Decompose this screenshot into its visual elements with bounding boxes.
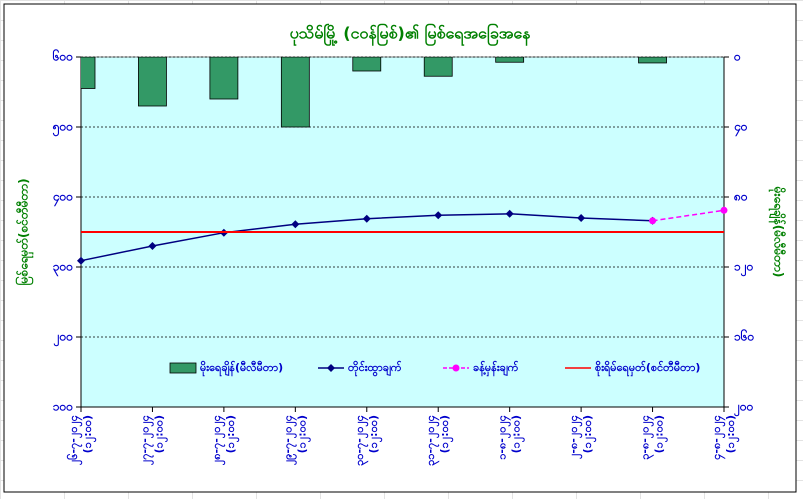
bar <box>495 57 525 63</box>
x-tick-label: ၃-၈-၂၀၂၄ (၁၂:၀၀) <box>639 415 669 460</box>
y-axis-title: မြစ်ရေမှတ်(စင်တီမီတာ) <box>14 178 35 285</box>
line-marker <box>649 217 657 225</box>
legend-label: စိုးရိမ်ရေမှတ်(စင်တီမီတာ) <box>595 360 700 377</box>
x-tick-label: ၂၇-၇-၂၀၂၄ (၁၂:၀၀) <box>138 415 168 465</box>
line-marker <box>452 364 460 372</box>
line-marker <box>720 206 728 214</box>
bar <box>280 57 310 128</box>
line-marker <box>77 256 85 265</box>
x-tick-label: ၃၁-၇-၂၀၂၄ (၁၂:၀၀) <box>424 415 454 466</box>
y-tick-label: ၃၀၀ <box>53 260 74 278</box>
line-marker <box>291 220 300 229</box>
legend-label: တိုင်းထွာချက် <box>348 360 402 377</box>
bar <box>138 57 167 107</box>
plot-lines <box>77 206 728 265</box>
bar <box>352 57 382 72</box>
y-tick-label: ၁၀၀ <box>53 400 74 414</box>
line-marker <box>577 214 586 222</box>
line-marker <box>148 242 157 250</box>
y-tick-label: ၆၀၀ <box>52 48 74 64</box>
y2-tick-label: ၁၆၀ <box>734 328 755 344</box>
legend-label: ခန့်မှန်းချက် <box>473 360 519 377</box>
legend-swatch <box>169 362 197 374</box>
x-tick-label: ၃၀-၇-၂၀၂၄ (၁၂:၀၀) <box>353 415 383 466</box>
line <box>652 209 725 222</box>
bar <box>638 57 667 64</box>
bar <box>423 57 453 77</box>
y2-tick-label: ၂၀၀ <box>733 400 754 418</box>
bar <box>81 57 96 89</box>
plot-content <box>81 57 667 128</box>
x-tick-label: ၁-၈-၂၀၂၄ (၁၂:၀၀) <box>496 415 526 460</box>
y-tick-label: ၄၀၀ <box>52 190 74 208</box>
x-tick-label: ၂-၈-၂၀၂၄ (၁၂:၀၀) <box>567 415 597 459</box>
bar <box>209 57 239 100</box>
x-tick-label: ၂၉-၇-၂၀၂၄ (၁၂:၀၀) <box>281 415 311 465</box>
y-tick-label: ၅၀၀ <box>52 120 74 138</box>
line-marker <box>505 209 514 218</box>
y-tick-label: ၂၀၀ <box>53 330 74 348</box>
y2-tick-label: ၀ <box>733 50 741 64</box>
y2-tick-label: ၄၀ <box>733 120 748 138</box>
line-marker <box>362 214 371 223</box>
line-marker <box>434 211 443 220</box>
legend-label: မိုးရေချိန်(မီလီမီတာ) <box>200 360 283 377</box>
line-marker <box>327 364 335 372</box>
y2-axis-title: မိုးရေချိန်(မီလီမီတာ) <box>768 186 788 278</box>
y2-tick-label: ၈၀ <box>733 190 748 204</box>
x-tick-label: ၂၈-၇-၂၀၂၄ (၁၂:၀၀) <box>210 415 240 465</box>
x-tick-label: ၂၆-၇-၂၀၂၄ (၁၂:၀၀) <box>67 415 97 465</box>
x-tick-label: ၄-၈-၂၀၂၄ (၁၂:၀၀) <box>710 415 740 460</box>
y2-tick-label: ၁၂၀ <box>734 260 754 278</box>
